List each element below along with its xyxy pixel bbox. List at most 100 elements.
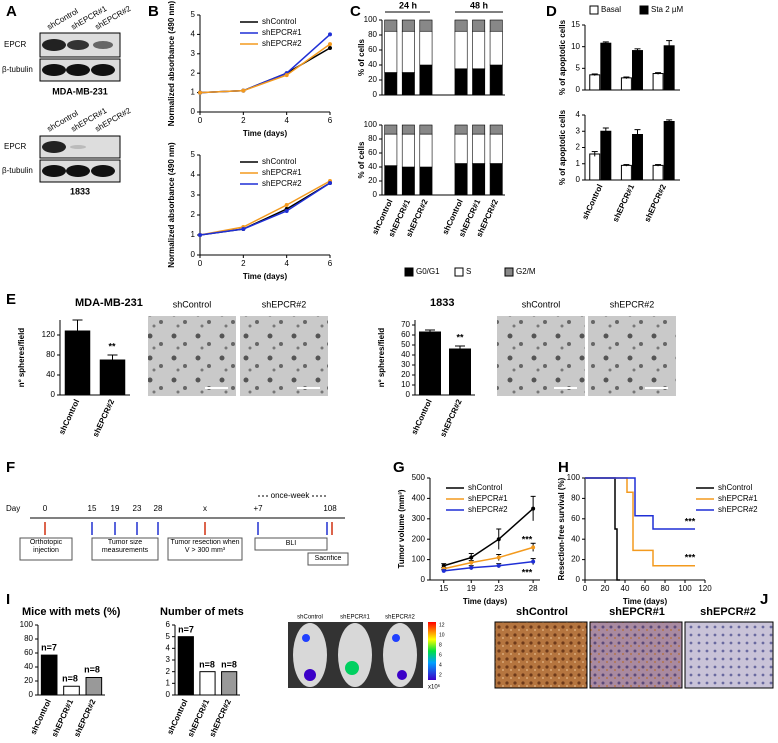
bar <box>419 331 441 396</box>
point <box>441 563 446 568</box>
point <box>496 563 501 568</box>
y-tick-label: 70 <box>401 320 410 329</box>
x-tick-label: 28 <box>529 584 538 593</box>
y-axis-label: nº spheres/field <box>17 328 26 387</box>
legend-label: S <box>466 267 471 276</box>
y-tick-label: 100 <box>412 555 426 564</box>
x-tick-label: 100 <box>678 584 692 593</box>
y-tick-label: 500 <box>412 473 426 482</box>
legend-swatch <box>404 267 414 277</box>
y-tick-label: 4 <box>191 170 196 179</box>
band <box>66 64 90 76</box>
bar-segment <box>419 30 433 66</box>
legend-label: G2/M <box>516 267 536 276</box>
y-tick-label: 20 <box>401 370 410 379</box>
y-tick-label: 40 <box>401 350 410 359</box>
y-tick-label: 60 <box>24 648 33 657</box>
image-label: shControl <box>173 299 212 309</box>
micrograph <box>684 621 774 689</box>
bar <box>663 121 675 181</box>
day: 0 <box>43 504 48 513</box>
y-tick-label: 0 <box>51 390 56 399</box>
y-tick-label: 0 <box>421 575 426 584</box>
bar-segment <box>419 133 433 168</box>
x-tick-label: 15 <box>439 584 448 593</box>
y-tick-label: 20 <box>368 75 377 84</box>
panel-letter: A <box>6 3 17 20</box>
legend-swatch <box>454 267 464 277</box>
x-tick-label: 19 <box>467 584 476 593</box>
bar <box>620 77 632 91</box>
band <box>42 165 66 177</box>
signal <box>302 634 310 642</box>
signal <box>345 661 359 675</box>
annotation: 48 h <box>470 0 488 10</box>
point <box>284 203 289 207</box>
western-blot: shControl shEPCR#1 shEPCR#2 EPCR β-tubul… <box>2 4 133 197</box>
chart-title: 1833 <box>430 297 454 309</box>
point <box>441 568 446 573</box>
image-label: shControl <box>297 615 323 621</box>
box <box>91 537 159 561</box>
bar <box>177 636 194 696</box>
bli-image: shControl shEPCR#1 shEPCR#2 12 10 8 6 4 … <box>288 615 445 691</box>
line <box>585 477 695 567</box>
panel-letter: D <box>546 3 557 20</box>
y-tick-label: 60 <box>368 148 377 157</box>
cell-line-label: MDA-MB-231 <box>52 86 108 96</box>
day: 15 <box>88 504 97 513</box>
line <box>443 560 534 572</box>
legend-label: G0/G1 <box>416 267 440 276</box>
chart-title: Mice with mets (%) <box>22 606 121 618</box>
x-tick-label: shEPCR#2 <box>72 697 97 738</box>
row-label: EPCR <box>4 142 26 151</box>
x-tick-label: 20 <box>601 584 610 593</box>
y-tick-label: 80 <box>24 634 33 643</box>
legend-label: shControl <box>718 483 752 492</box>
y-tick-label: 0 <box>191 250 196 259</box>
y-tick-label: 80 <box>368 134 377 143</box>
bar-segment <box>384 30 398 73</box>
y-tick-label: 100 <box>364 120 378 129</box>
x-tick-label: 80 <box>661 584 670 593</box>
micrograph <box>240 316 328 396</box>
bar-segment <box>401 72 415 96</box>
x-tick-label: shEPCR#1 <box>50 697 75 738</box>
y-axis-label: Normalized absorbance (490 nm) <box>167 142 176 268</box>
image-label: shEPCR#2 <box>610 299 655 309</box>
panel-letter: E <box>6 291 16 308</box>
box-label: Sacrifice <box>314 555 342 562</box>
box-label: Tumor size measurements <box>101 539 149 554</box>
point <box>469 555 474 560</box>
image-label: shControl <box>516 606 568 618</box>
y-tick-label: 4 <box>191 30 196 39</box>
y-tick-label: 40 <box>24 662 33 671</box>
y-tick-label: 10 <box>401 380 410 389</box>
line <box>199 47 331 94</box>
panel-letter: B <box>148 3 159 20</box>
point <box>496 537 501 542</box>
bar-segment <box>489 163 503 196</box>
legend-label: Sta 2 µM <box>651 5 684 14</box>
colorbar-tick: 4 <box>439 662 442 668</box>
bar-segment <box>472 133 486 164</box>
point <box>496 555 501 560</box>
arrows <box>44 522 333 535</box>
frequency: once-week <box>271 491 311 500</box>
annotation: ** <box>456 332 464 342</box>
cell-line-label: 1833 <box>70 186 90 196</box>
box <box>167 537 243 561</box>
box <box>307 552 349 566</box>
panel-letter: C <box>350 3 361 20</box>
y-axis-label: Tumor volume (mm³) <box>397 489 406 568</box>
y-tick-label: 0 <box>406 390 411 399</box>
x-tick-label: shEPCR#2 <box>91 397 116 438</box>
y-tick-label: 3 <box>166 655 171 664</box>
point <box>531 545 536 550</box>
point <box>198 90 202 95</box>
bar-segment <box>489 64 503 96</box>
bar <box>199 671 216 696</box>
line <box>199 182 331 236</box>
legend-label: shEPCR#1 <box>262 168 302 177</box>
y-tick-label: 100 <box>364 15 378 24</box>
